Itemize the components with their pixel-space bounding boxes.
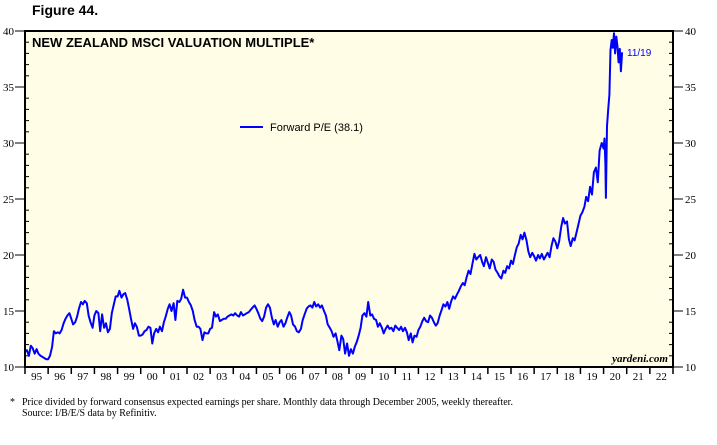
y-tick-label: 15: [3, 306, 15, 318]
x-tick-label: 09: [355, 371, 367, 383]
footnote-line2: Source: I/B/E/S data by Refinitiv.: [22, 408, 157, 419]
footnote-line1: Price divided by forward consensus expec…: [22, 397, 513, 408]
x-tick-label: 21: [633, 371, 644, 383]
y-tick-label: 35: [3, 82, 15, 94]
x-tick-label: 04: [239, 371, 251, 383]
forward-pe-line: [24, 32, 624, 361]
end-annotation: 11/19: [627, 48, 652, 59]
y-tick-label: 25: [3, 194, 15, 206]
chart-title: NEW ZEALAND MSCI VALUATION MULTIPLE*: [32, 35, 315, 50]
x-tick-label: 03: [216, 371, 228, 383]
x-axis: 95 96 97 98 99 00 01 02 03 04 05 06 07 08 09 10 11 12 13 14…: [24, 367, 674, 383]
legend: Forward P/E (38.1): [240, 122, 363, 134]
x-tick-label: 15: [494, 371, 506, 383]
y-tick-label: 40: [685, 26, 697, 38]
footnote: * Price divided by forward consensus expe…: [10, 397, 513, 419]
x-tick-label: 00: [147, 371, 159, 383]
y-tick-label: 10: [685, 362, 697, 374]
x-tick-label: 05: [263, 371, 275, 383]
plot-border: [24, 30, 674, 368]
x-tick-label: 20: [610, 371, 622, 383]
y-tick-label: 10: [3, 362, 15, 374]
y-tick-label: 15: [685, 306, 697, 318]
x-tick-label: 02: [193, 371, 204, 383]
y-tick-label: 30: [3, 138, 15, 150]
y-tick-label: 25: [685, 194, 697, 206]
x-tick-label: 96: [54, 371, 66, 383]
y-tick-label: 35: [685, 82, 697, 94]
x-tick-label: 98: [101, 371, 113, 383]
x-tick-label: 06: [286, 371, 298, 383]
x-tick-label: 16: [517, 371, 529, 383]
x-tick-label: 07: [309, 371, 321, 383]
x-tick-label: 10: [378, 371, 390, 383]
x-tick-label: 97: [77, 371, 89, 383]
x-tick-label: 95: [31, 371, 43, 383]
x-tick-label: 17: [540, 371, 552, 383]
x-tick-label: 12: [425, 371, 436, 383]
y-tick-label: 20: [685, 250, 697, 262]
watermark: yardeni.com: [610, 353, 668, 365]
x-tick-label: 99: [124, 371, 136, 383]
plot-background: [25, 31, 673, 367]
y-tick-label: 30: [685, 138, 697, 150]
x-tick-label: 13: [448, 371, 460, 383]
x-tick-label: 19: [587, 371, 599, 383]
x-tick-label: 01: [170, 371, 181, 383]
y-tick-label: 40: [3, 26, 15, 38]
x-tick-label: 18: [563, 371, 575, 383]
x-tick-label: 11: [402, 371, 413, 383]
footnote-marker: *: [10, 397, 15, 408]
figure-label: Figure 44.: [32, 2, 99, 18]
x-tick-label: 14: [471, 371, 483, 383]
legend-label: Forward P/E (38.1): [270, 122, 363, 134]
x-tick-label: 08: [332, 371, 344, 383]
x-tick-label: 22: [656, 371, 667, 383]
y-tick-label: 20: [3, 250, 15, 262]
